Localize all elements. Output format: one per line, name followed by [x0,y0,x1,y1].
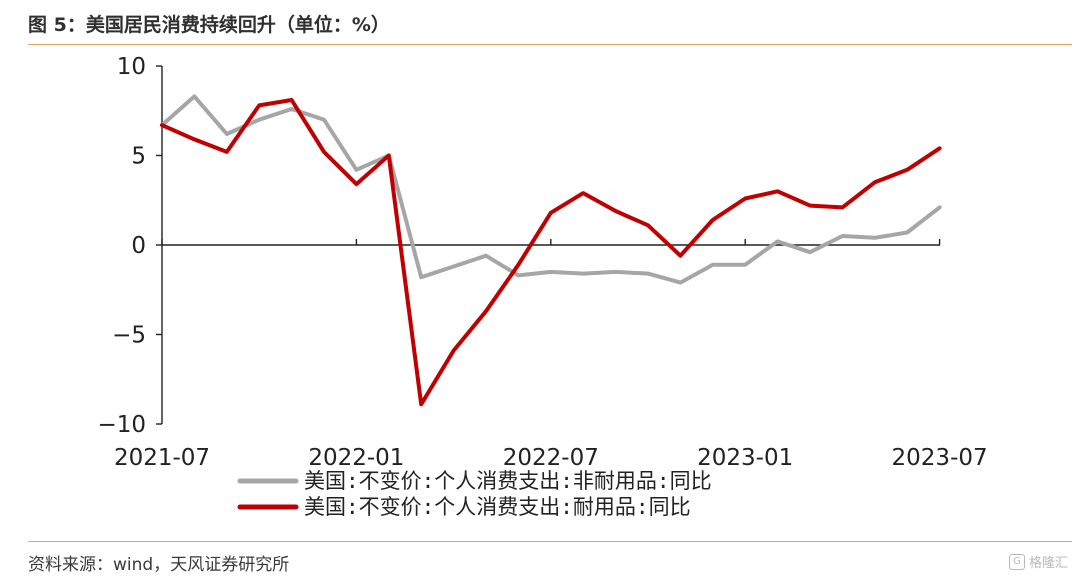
chart-axes: 10 5 0 −5 −10 2021-07 2022-01 2022-07 2023-01 202… [97,54,987,471]
x-tick-label: 2023-07 [892,445,988,471]
watermark: G 格隆汇 [1008,552,1068,571]
title-divider [28,44,1072,45]
chart-series [160,94,942,407]
x-tick-label: 2023-01 [697,445,793,471]
chart-legend: 美国:不变价:个人消费支出:非耐用品:同比美国:不变价:个人消费支出:耐用品:同… [237,469,712,519]
legend-label: 美国:不变价:个人消费支出:耐用品:同比 [304,495,691,519]
x-tick-label: 2021-07 [114,445,210,471]
series-line-nondurables [160,94,942,285]
x-tick-label: 2022-01 [308,445,404,471]
y-tick-label: 10 [117,54,146,80]
y-tick-label: −5 [112,323,146,349]
x-tick-label: 2022-07 [503,445,599,471]
y-tick-label: −10 [97,412,146,438]
watermark-text: 格隆汇 [1028,556,1068,571]
series-line-durables [160,98,942,407]
footer-divider [28,541,1072,542]
figure-title: 图 5：美国居民消费持续回升（单位：%） [28,14,390,36]
watermark-logo-icon: G [1008,553,1025,570]
legend-label: 美国:不变价:个人消费支出:非耐用品:同比 [304,469,712,493]
y-tick-label: 0 [131,233,146,259]
y-tick-label: 5 [131,144,146,170]
line-chart: 10 5 0 −5 −10 2021-07 2022-01 2022-07 2023-01 202… [97,54,987,519]
source-note: 资料来源：wind，天风证券研究所 [28,555,290,575]
